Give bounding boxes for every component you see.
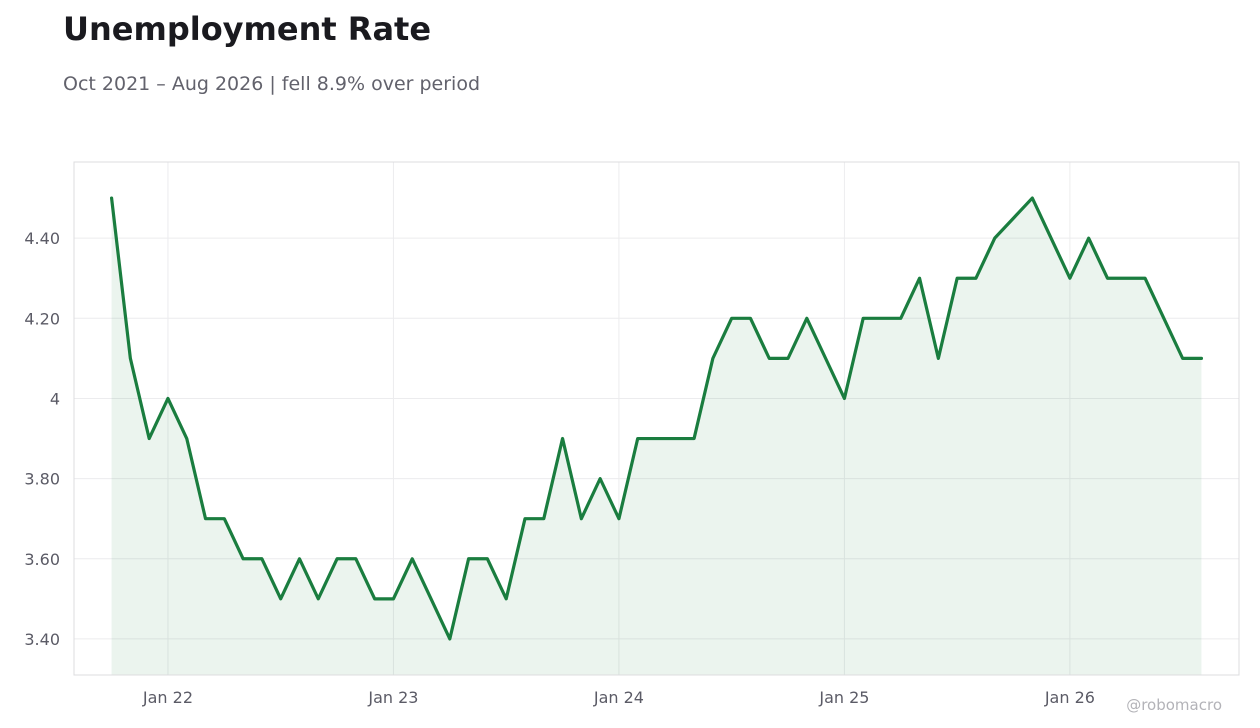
chart-subtitle: Oct 2021 – Aug 2026 | fell 8.9% over per… xyxy=(63,73,481,95)
gridlines xyxy=(74,162,1239,675)
x-tick-label: Jan 26 xyxy=(1044,688,1095,707)
unemployment-line xyxy=(109,196,1204,641)
y-tick-label: 4 xyxy=(50,389,60,408)
y-tick-label: 3.60 xyxy=(24,550,60,569)
y-tick-label: 4.20 xyxy=(24,309,60,328)
area-fill xyxy=(111,198,1202,675)
x-tick-label: Jan 23 xyxy=(367,688,418,707)
x-tick-label: Jan 22 xyxy=(142,688,193,707)
y-tick-label: 4.40 xyxy=(24,229,60,248)
watermark: @robomacro xyxy=(1126,696,1222,714)
x-axis-tick-labels: Jan 22 Jan 23 Jan 24 Jan 25 Jan 26 xyxy=(142,688,1095,707)
chart-title: Unemployment Rate xyxy=(63,10,432,48)
y-axis-tick-labels: 3.40 3.60 3.80 4 4.20 4.40 xyxy=(24,229,60,649)
x-tick-label: Jan 24 xyxy=(593,688,644,707)
plot-frame xyxy=(73,161,1240,676)
y-tick-label: 3.40 xyxy=(24,630,60,649)
y-tick-label: 3.80 xyxy=(24,470,60,489)
x-tick-label: Jan 25 xyxy=(818,688,869,707)
